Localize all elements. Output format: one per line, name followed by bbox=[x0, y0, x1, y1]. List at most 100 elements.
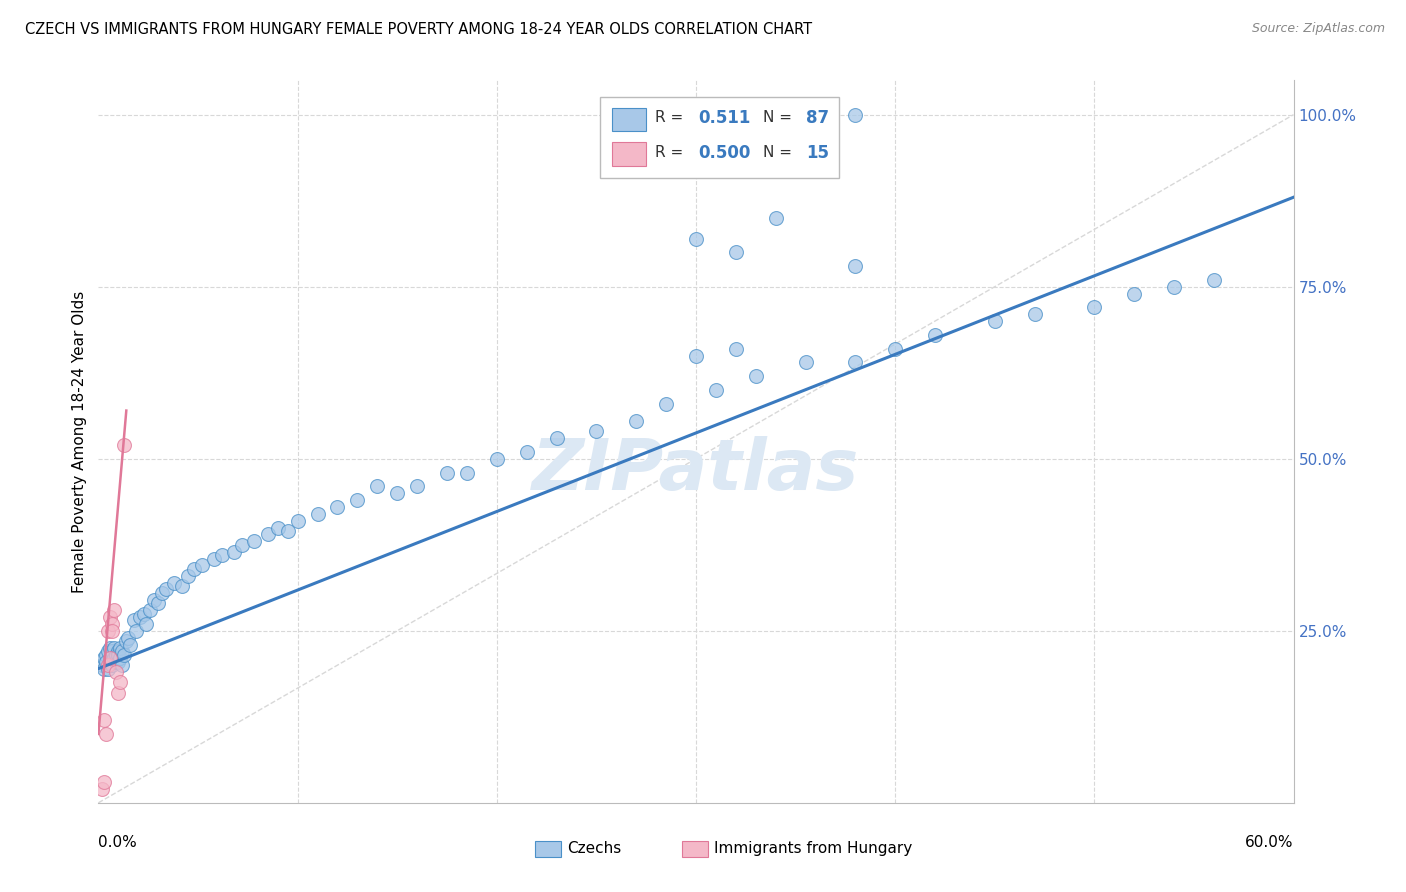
Text: Czechs: Czechs bbox=[567, 841, 621, 855]
Point bbox=[844, 108, 866, 122]
Point bbox=[105, 665, 128, 679]
Point bbox=[231, 538, 253, 552]
Point bbox=[103, 603, 125, 617]
Point bbox=[91, 658, 114, 673]
Point bbox=[135, 616, 157, 631]
Point bbox=[150, 586, 173, 600]
Point bbox=[115, 634, 138, 648]
Point bbox=[785, 108, 807, 122]
Point bbox=[844, 355, 866, 369]
Point bbox=[97, 644, 120, 658]
Point bbox=[96, 655, 118, 669]
Point bbox=[704, 383, 727, 397]
Point bbox=[163, 575, 186, 590]
Point bbox=[307, 507, 329, 521]
Text: CZECH VS IMMIGRANTS FROM HUNGARY FEMALE POVERTY AMONG 18-24 YEAR OLDS CORRELATIO: CZECH VS IMMIGRANTS FROM HUNGARY FEMALE … bbox=[25, 22, 813, 37]
Point bbox=[139, 603, 162, 617]
Point bbox=[585, 424, 607, 438]
Point bbox=[172, 579, 194, 593]
Point bbox=[107, 644, 129, 658]
Point bbox=[105, 648, 128, 662]
Text: ZIPatlas: ZIPatlas bbox=[533, 436, 859, 505]
Point bbox=[101, 624, 124, 638]
Text: 0.0%: 0.0% bbox=[98, 835, 138, 850]
Point bbox=[98, 655, 122, 669]
Point bbox=[93, 775, 115, 789]
Point bbox=[111, 644, 134, 658]
Point bbox=[148, 596, 170, 610]
Point bbox=[101, 616, 124, 631]
Point bbox=[107, 686, 129, 700]
Point bbox=[1163, 279, 1185, 293]
Point bbox=[385, 486, 409, 500]
Text: N =: N = bbox=[763, 145, 792, 160]
Point bbox=[111, 658, 134, 673]
FancyBboxPatch shape bbox=[600, 97, 839, 178]
Point bbox=[98, 610, 122, 624]
Point bbox=[105, 655, 128, 669]
Point bbox=[124, 614, 146, 628]
Point bbox=[794, 355, 817, 369]
Point bbox=[267, 520, 290, 534]
Point bbox=[191, 558, 214, 573]
FancyBboxPatch shape bbox=[534, 841, 561, 857]
Point bbox=[984, 314, 1007, 328]
Point bbox=[1024, 307, 1046, 321]
Point bbox=[101, 644, 124, 658]
Point bbox=[211, 548, 233, 562]
Point bbox=[112, 438, 135, 452]
Point bbox=[546, 431, 568, 445]
Point bbox=[91, 782, 114, 797]
Text: 60.0%: 60.0% bbox=[1246, 835, 1294, 850]
Point bbox=[93, 651, 115, 665]
Text: Immigrants from Hungary: Immigrants from Hungary bbox=[714, 841, 912, 855]
Point bbox=[685, 349, 707, 363]
Point bbox=[110, 640, 132, 655]
Point bbox=[96, 648, 118, 662]
Point bbox=[93, 662, 115, 676]
Point bbox=[129, 610, 152, 624]
Point bbox=[107, 648, 129, 662]
Point bbox=[125, 624, 148, 638]
Point bbox=[745, 369, 768, 384]
Point bbox=[485, 451, 508, 466]
Point bbox=[93, 713, 115, 727]
Point bbox=[346, 493, 368, 508]
Point bbox=[155, 582, 177, 597]
Point bbox=[734, 108, 756, 122]
Point bbox=[101, 658, 124, 673]
Point bbox=[97, 662, 120, 676]
Point bbox=[120, 638, 142, 652]
Point bbox=[406, 479, 429, 493]
Point bbox=[516, 445, 538, 459]
Point bbox=[924, 327, 946, 342]
Point bbox=[277, 524, 299, 538]
Point bbox=[366, 479, 388, 493]
Point bbox=[101, 648, 124, 662]
Point bbox=[97, 624, 120, 638]
Point bbox=[183, 562, 205, 576]
Point bbox=[456, 466, 478, 480]
Point bbox=[287, 514, 309, 528]
Text: 0.500: 0.500 bbox=[699, 144, 751, 161]
Point bbox=[724, 342, 747, 356]
Point bbox=[110, 675, 132, 690]
Text: R =: R = bbox=[655, 145, 683, 160]
Y-axis label: Female Poverty Among 18-24 Year Olds: Female Poverty Among 18-24 Year Olds bbox=[72, 291, 87, 592]
Point bbox=[98, 640, 122, 655]
Text: Source: ZipAtlas.com: Source: ZipAtlas.com bbox=[1251, 22, 1385, 36]
Point bbox=[202, 551, 225, 566]
Point bbox=[724, 245, 747, 260]
Point bbox=[685, 231, 707, 245]
FancyBboxPatch shape bbox=[613, 108, 645, 131]
Point bbox=[117, 631, 139, 645]
Point bbox=[1123, 286, 1146, 301]
Text: 15: 15 bbox=[806, 144, 830, 161]
Point bbox=[96, 727, 118, 741]
Point bbox=[243, 534, 266, 549]
Point bbox=[626, 414, 648, 428]
Text: R =: R = bbox=[655, 111, 683, 126]
Point bbox=[256, 527, 278, 541]
Point bbox=[103, 640, 125, 655]
Point bbox=[143, 592, 166, 607]
